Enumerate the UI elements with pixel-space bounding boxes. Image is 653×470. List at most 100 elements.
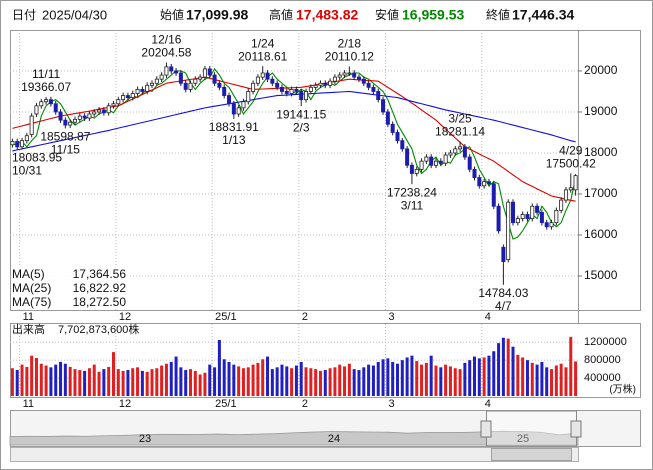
- candle-body: [140, 89, 145, 92]
- scrollbar-thumb[interactable]: [491, 448, 572, 461]
- candle-body: [116, 99, 121, 105]
- volume-bar: [68, 366, 72, 396]
- navigator-window[interactable]: [486, 410, 577, 447]
- volume-bar: [497, 343, 501, 396]
- volume-bar: [463, 362, 467, 396]
- candle-body: [135, 89, 140, 94]
- candle-body: [164, 66, 169, 76]
- annotation-date: 4/7: [495, 299, 512, 313]
- candle-body: [486, 181, 491, 185]
- candle-body: [193, 78, 198, 84]
- header-value: 2025/04/30: [42, 7, 107, 22]
- volume-bar: [49, 367, 53, 396]
- candle-body: [294, 89, 299, 92]
- volume-bar: [338, 364, 342, 396]
- volume-bar: [15, 370, 19, 396]
- volume-bar: [318, 370, 322, 396]
- candle-body: [424, 156, 429, 162]
- volume-bar: [83, 370, 87, 396]
- volume-bar: [405, 357, 409, 396]
- annotation-date: 1/13: [222, 133, 246, 147]
- legend-box: [11, 266, 129, 309]
- candle-body: [72, 118, 77, 123]
- annotation-date: 11/11: [32, 67, 61, 81]
- candle-body: [207, 68, 212, 76]
- header-label: 高値: [269, 7, 293, 22]
- candle-body: [270, 78, 275, 84]
- volume-bar: [314, 369, 318, 396]
- volume-bar: [521, 357, 525, 396]
- candle-body: [462, 146, 467, 158]
- x-tick-label: 4: [485, 398, 491, 410]
- candle-body: [472, 168, 477, 178]
- candle-body: [246, 91, 251, 103]
- volume-bar: [179, 367, 183, 396]
- volume-bar: [381, 359, 385, 396]
- x-tick-label: 2: [302, 398, 308, 410]
- candle-body: [405, 148, 410, 166]
- navigator-handle[interactable]: [480, 420, 492, 438]
- volume-unit: (万株): [609, 383, 636, 396]
- candle-body: [284, 91, 289, 94]
- volume-bar: [468, 360, 472, 396]
- candle-body: [559, 199, 564, 211]
- candle-body: [111, 103, 116, 107]
- annotation-date: 10/31: [12, 164, 42, 178]
- volume-bar: [121, 370, 125, 396]
- volume-bar: [63, 363, 67, 396]
- candle-body: [371, 86, 376, 92]
- navigator-handle[interactable]: [570, 420, 582, 438]
- candle-body: [174, 70, 179, 74]
- candle-body: [145, 84, 150, 92]
- candle-body: [260, 72, 265, 78]
- annotation-date: 12/16: [151, 33, 181, 47]
- candle-body: [477, 177, 482, 187]
- candle-body: [347, 72, 352, 75]
- volume-bar: [343, 366, 347, 396]
- candle-body: [10, 141, 15, 146]
- volume-bar: [564, 367, 568, 396]
- annotation-date: 3/25: [448, 112, 472, 126]
- volume-bar: [155, 368, 159, 396]
- volume-bar: [208, 364, 212, 396]
- volume-bar: [352, 369, 356, 396]
- candle-body: [87, 113, 92, 119]
- candle-body: [48, 99, 53, 105]
- volume-bar: [550, 369, 554, 396]
- header-label: 安値: [375, 7, 399, 22]
- volume-bar: [73, 369, 77, 396]
- candle-body: [202, 68, 207, 78]
- moving-average-line: [12, 67, 577, 240]
- volume-bar: [92, 364, 96, 396]
- volume-bar: [107, 366, 111, 396]
- volume-bar: [140, 370, 144, 396]
- candle-body: [342, 72, 347, 76]
- scrollbar-track[interactable]: [10, 447, 579, 462]
- candle-body: [395, 132, 400, 142]
- volume-bar: [395, 363, 399, 396]
- candle-body: [77, 115, 82, 120]
- volume-title: 出来高: [12, 322, 45, 336]
- volume-bar: [20, 364, 24, 396]
- annotation-value: 20204.58: [141, 46, 191, 60]
- volume-bar: [145, 371, 149, 396]
- volume-bar: [434, 365, 438, 396]
- header-value: 17,483.82: [296, 7, 358, 23]
- candle-body: [63, 119, 68, 126]
- volume-bar: [357, 370, 361, 396]
- volume-bar: [290, 368, 294, 396]
- annotation-value: 18831.91: [209, 120, 259, 134]
- candle-body: [381, 99, 386, 113]
- candle-body: [491, 183, 496, 207]
- annotation-value: 18281.14: [435, 125, 485, 139]
- volume-bar: [448, 366, 452, 396]
- volume-bar: [232, 364, 236, 396]
- candle-body: [188, 82, 193, 90]
- candle-body: [501, 246, 506, 263]
- candle-body: [390, 123, 395, 133]
- volume-bar: [444, 364, 448, 396]
- candle-body: [304, 91, 309, 101]
- header-value: 16,959.53: [402, 7, 464, 23]
- volume-bar: [511, 346, 515, 396]
